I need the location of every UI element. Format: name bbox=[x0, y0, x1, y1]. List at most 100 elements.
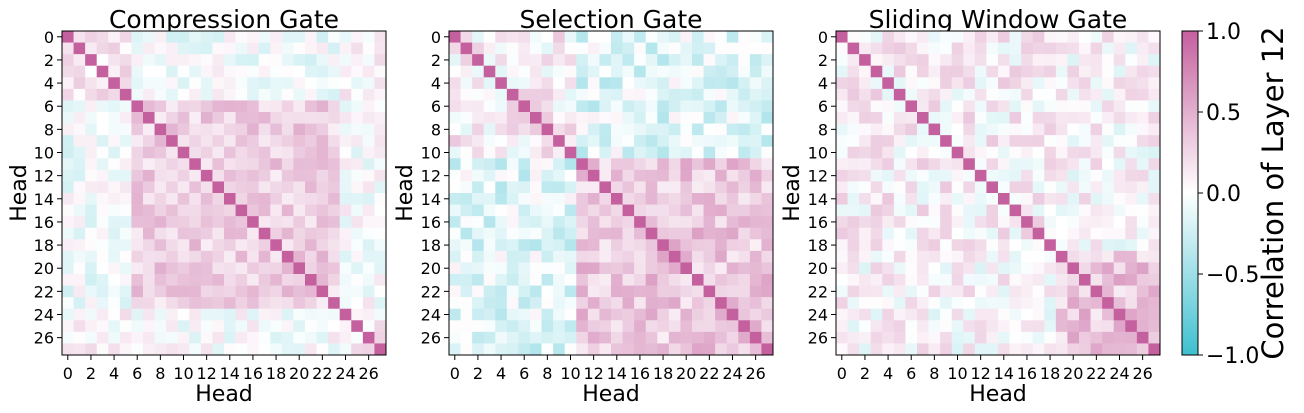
heatmap-cell bbox=[1113, 146, 1126, 159]
heatmap-cell bbox=[998, 250, 1010, 263]
heatmap-cell bbox=[506, 343, 519, 356]
heatmap-cell bbox=[928, 227, 941, 240]
heatmap-cell bbox=[258, 308, 271, 321]
heatmap-cell bbox=[749, 100, 762, 113]
heatmap-cell bbox=[154, 54, 167, 67]
heatmap-cell bbox=[119, 204, 132, 217]
heatmap-cell bbox=[85, 297, 98, 310]
heatmap-cell bbox=[1009, 158, 1022, 171]
heatmap-cell bbox=[928, 146, 941, 159]
heatmap-cell bbox=[518, 42, 531, 55]
heatmap-cell bbox=[293, 320, 306, 333]
heatmap-cell bbox=[587, 250, 600, 263]
heatmap-cell bbox=[472, 204, 485, 217]
y-tick-label: 26 bbox=[808, 329, 828, 348]
heatmap-cell bbox=[1113, 88, 1126, 101]
heatmap-cell bbox=[634, 65, 647, 78]
heatmap-cell bbox=[235, 181, 248, 194]
heatmap-cell bbox=[715, 88, 728, 101]
heatmap-cell bbox=[1148, 204, 1161, 217]
heatmap-cell bbox=[530, 77, 542, 90]
heatmap-cell bbox=[893, 308, 906, 321]
heatmap-cell bbox=[328, 100, 341, 113]
heatmap-cells bbox=[449, 31, 774, 356]
heatmap-cell bbox=[541, 158, 554, 171]
heatmap-cell bbox=[362, 250, 375, 263]
heatmap-cell bbox=[460, 343, 473, 356]
heatmap-cell bbox=[1021, 181, 1034, 194]
heatmap-cell bbox=[870, 112, 883, 124]
heatmap-cell bbox=[362, 88, 375, 101]
heatmap-cell bbox=[715, 250, 728, 263]
heatmap-cell bbox=[351, 204, 364, 217]
heatmap-cell bbox=[1009, 146, 1022, 159]
heatmap-cell bbox=[472, 181, 485, 194]
heatmap-cell bbox=[460, 216, 473, 229]
heatmap-cell bbox=[472, 65, 485, 78]
heatmap-cell bbox=[472, 239, 485, 252]
heatmap-cell bbox=[1009, 285, 1022, 298]
heatmap-cell bbox=[986, 239, 999, 252]
x-tick-label: 10 bbox=[173, 364, 193, 383]
heatmap-cell bbox=[692, 123, 704, 136]
heatmap-cell bbox=[761, 250, 774, 263]
heatmap-cell bbox=[293, 112, 306, 124]
heatmap-cell bbox=[870, 274, 883, 286]
heatmap-cell bbox=[235, 297, 248, 310]
heatmap-cell bbox=[177, 285, 190, 298]
heatmap-cell bbox=[986, 262, 999, 275]
heatmap-cell bbox=[657, 42, 670, 55]
x-tick-label: 12 bbox=[583, 364, 603, 383]
heatmap-cell bbox=[1102, 320, 1115, 333]
heatmap-cell bbox=[882, 112, 895, 124]
heatmap-cell bbox=[1009, 250, 1022, 263]
heatmap-cell bbox=[1113, 100, 1126, 113]
heatmap-cell bbox=[680, 181, 693, 194]
heatmap-cell bbox=[518, 112, 531, 124]
heatmap-cell bbox=[859, 146, 872, 159]
heatmap-cell bbox=[328, 343, 341, 356]
heatmap-cell bbox=[1021, 77, 1034, 90]
heatmap-cell bbox=[270, 274, 283, 286]
heatmap-cell bbox=[715, 262, 728, 275]
heatmap-cell bbox=[224, 181, 236, 194]
heatmap-cell bbox=[1067, 239, 1080, 252]
heatmap-cell bbox=[96, 54, 109, 67]
heatmap-cell bbox=[449, 181, 461, 194]
heatmap-cell bbox=[564, 308, 577, 321]
heatmap-cell bbox=[1125, 88, 1138, 101]
heatmap-cell bbox=[119, 193, 132, 205]
heatmap-cell bbox=[73, 285, 86, 298]
heatmap-cell bbox=[974, 31, 987, 43]
heatmap-cell bbox=[449, 297, 461, 310]
heatmap-cell bbox=[634, 100, 647, 113]
heatmap-cell bbox=[1067, 320, 1080, 333]
heatmap-cell bbox=[177, 88, 190, 101]
heatmap-cell bbox=[96, 227, 109, 240]
heatmap-cell bbox=[859, 54, 872, 67]
heatmap-cell bbox=[1032, 123, 1045, 136]
heatmap-cell bbox=[339, 343, 352, 356]
heatmap-cell bbox=[328, 250, 341, 263]
heatmap-cell bbox=[726, 320, 739, 333]
heatmap-cell bbox=[212, 239, 225, 252]
heatmap-cell bbox=[351, 250, 364, 263]
heatmap-cell bbox=[986, 193, 999, 205]
heatmap-cell bbox=[917, 227, 929, 240]
heatmap-cell bbox=[131, 320, 144, 333]
heatmap-cell bbox=[1055, 216, 1068, 229]
panel-title: Selection Gate bbox=[519, 5, 702, 34]
heatmap-cell bbox=[917, 65, 929, 78]
heatmap-cell bbox=[1055, 88, 1068, 101]
heatmap-cell bbox=[108, 216, 121, 229]
heatmap-cell bbox=[692, 42, 704, 55]
heatmap-cell bbox=[882, 65, 895, 78]
heatmap-cell bbox=[143, 227, 155, 240]
heatmap-cell bbox=[362, 227, 375, 240]
heatmap-cell bbox=[726, 112, 739, 124]
heatmap-cell bbox=[460, 308, 473, 321]
heatmap-cell bbox=[449, 331, 461, 344]
heatmap-cell bbox=[1044, 158, 1057, 171]
heatmap-cell bbox=[85, 112, 98, 124]
